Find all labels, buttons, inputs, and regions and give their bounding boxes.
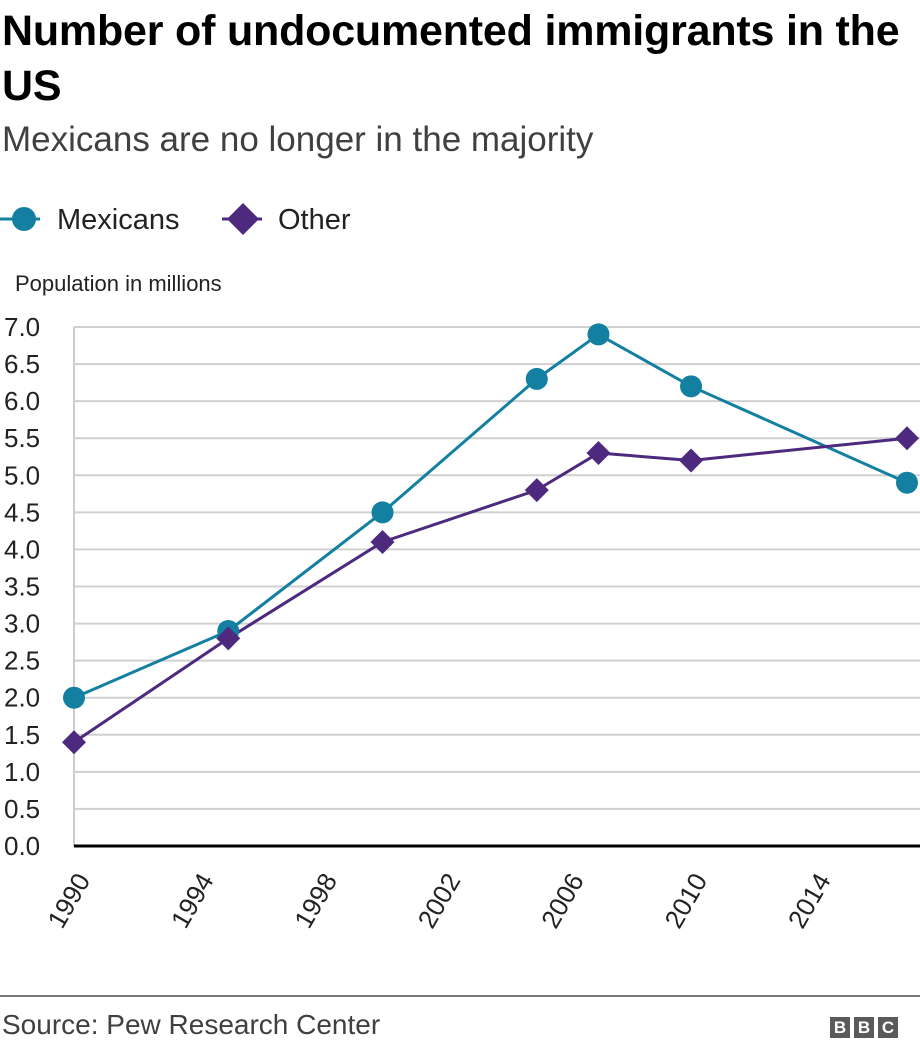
- legend-item-mexicans: Mexicans: [0, 196, 200, 242]
- x-tick-label: 2006: [535, 868, 590, 933]
- x-axis-ticks: 1990 1994 1998 2002 2006 2010 2014: [41, 868, 836, 933]
- data-point-other: [586, 441, 611, 466]
- x-tick-label: 2014: [782, 868, 837, 933]
- y-tick-label: 3.0: [4, 609, 40, 639]
- data-point-other: [370, 530, 395, 555]
- y-axis-title: Population in millions: [15, 271, 222, 296]
- y-tick-label: 0.5: [4, 794, 40, 824]
- series-lines: [73, 332, 908, 744]
- y-tick-label: 6.0: [4, 386, 40, 416]
- series-line-other: [73, 436, 908, 744]
- data-point-mexicans: [63, 686, 85, 709]
- gridlines: [73, 326, 920, 848]
- legend-item-other: Other: [222, 196, 382, 242]
- y-axis-ticks: 0.0 0.5 1.0 1.5 2.0 2.5 3.0 3.5 4.0 4.5 5.0 5.5 6.0 6…: [4, 312, 40, 861]
- data-point-other: [216, 626, 241, 651]
- x-tick-label: 1998: [288, 868, 343, 933]
- data-point-mexicans: [525, 367, 548, 390]
- data-point-other: [62, 730, 86, 755]
- x-tick-label: 2010: [658, 868, 713, 933]
- y-tick-label: 7.0: [4, 312, 40, 342]
- legend-label-other: Other: [278, 204, 351, 236]
- x-tick-label: 1990: [41, 868, 96, 933]
- bbc-logo-letter: B: [854, 1017, 874, 1038]
- y-tick-label: 6.5: [4, 349, 40, 379]
- footer-divider: [0, 995, 920, 997]
- y-tick-label: 0.0: [4, 831, 40, 861]
- data-point-mexicans: [371, 501, 394, 524]
- data-point-other: [895, 426, 919, 451]
- data-point-mexicans: [680, 375, 703, 398]
- series-line-mexicans: [73, 332, 908, 700]
- line-chart: 0.0 0.5 1.0 1.5 2.0 2.5 3.0 3.5 4.0 4.5 5.0 5.5 6.0 6…: [4, 312, 920, 933]
- y-tick-label: 5.0: [4, 460, 40, 490]
- x-tick-label: 1994: [165, 868, 220, 933]
- legend: Mexicans Other: [0, 196, 600, 242]
- y-tick-label: 2.0: [4, 683, 40, 713]
- diamond-marker-icon: [222, 203, 262, 235]
- bbc-logo-letter: C: [878, 1017, 898, 1038]
- y-tick-label: 1.5: [4, 720, 40, 750]
- y-tick-label: 4.0: [4, 534, 40, 564]
- data-point-mexicans: [896, 471, 918, 494]
- chart-subtitle: Mexicans are no longer in the majority: [2, 120, 594, 159]
- series-markers: [62, 323, 919, 755]
- bbc-logo: B B C: [830, 1017, 920, 1038]
- bbc-logo-letter: B: [830, 1017, 850, 1038]
- circle-marker-icon: [0, 207, 40, 231]
- legend-label-mexicans: Mexicans: [57, 204, 180, 236]
- data-point-other: [524, 478, 549, 503]
- y-tick-label: 5.5: [4, 423, 40, 453]
- y-tick-label: 3.5: [4, 572, 40, 602]
- y-tick-label: 1.0: [4, 757, 40, 787]
- chart-title: Number of undocumented immigrants in the…: [2, 7, 900, 110]
- source-note: Source: Pew Research Center: [2, 1009, 381, 1040]
- data-point-other: [679, 448, 704, 473]
- data-point-mexicans: [587, 323, 610, 346]
- y-tick-label: 2.5: [4, 646, 40, 676]
- x-tick-label: 2002: [412, 868, 467, 933]
- y-tick-label: 4.5: [4, 497, 40, 527]
